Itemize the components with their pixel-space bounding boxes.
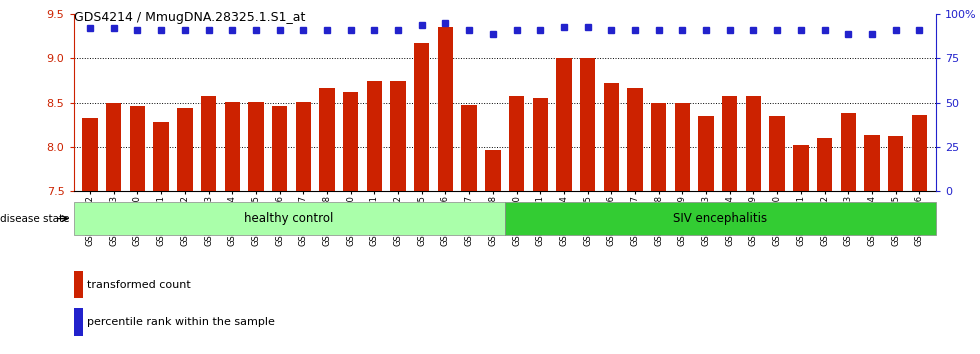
Bar — [532, 98, 548, 191]
Bar — [74, 202, 505, 235]
Bar — [438, 27, 453, 191]
Text: percentile rank within the sample: percentile rank within the sample — [87, 317, 275, 327]
Text: disease state: disease state — [0, 213, 70, 224]
Bar — [390, 81, 406, 191]
Bar — [74, 308, 83, 336]
Bar — [769, 116, 785, 191]
Bar — [746, 96, 761, 191]
Bar — [201, 96, 217, 191]
Bar — [343, 92, 359, 191]
Bar — [817, 138, 832, 191]
Bar — [154, 122, 169, 191]
Bar — [627, 88, 643, 191]
Bar — [74, 271, 83, 298]
Bar — [485, 150, 501, 191]
Bar — [129, 106, 145, 191]
Bar — [505, 202, 936, 235]
Bar — [888, 136, 904, 191]
Bar — [911, 115, 927, 191]
Bar — [367, 81, 382, 191]
Bar — [462, 105, 477, 191]
Bar — [841, 113, 856, 191]
Bar — [177, 108, 192, 191]
Bar — [509, 96, 524, 191]
Text: healthy control: healthy control — [244, 212, 334, 225]
Bar — [106, 103, 122, 191]
Bar — [224, 102, 240, 191]
Bar — [864, 135, 880, 191]
Bar — [674, 103, 690, 191]
Text: transformed count: transformed count — [87, 280, 191, 290]
Bar — [296, 102, 311, 191]
Bar — [699, 116, 713, 191]
Bar — [604, 83, 619, 191]
Bar — [319, 88, 335, 191]
Bar — [248, 102, 264, 191]
Bar — [415, 44, 429, 191]
Bar — [793, 145, 808, 191]
Bar — [82, 118, 98, 191]
Bar — [271, 106, 287, 191]
Text: SIV encephalitis: SIV encephalitis — [673, 212, 767, 225]
Bar — [557, 57, 571, 191]
Bar — [580, 57, 595, 191]
Text: GDS4214 / MmugDNA.28325.1.S1_at: GDS4214 / MmugDNA.28325.1.S1_at — [74, 11, 305, 24]
Bar — [722, 96, 738, 191]
Bar — [651, 103, 666, 191]
